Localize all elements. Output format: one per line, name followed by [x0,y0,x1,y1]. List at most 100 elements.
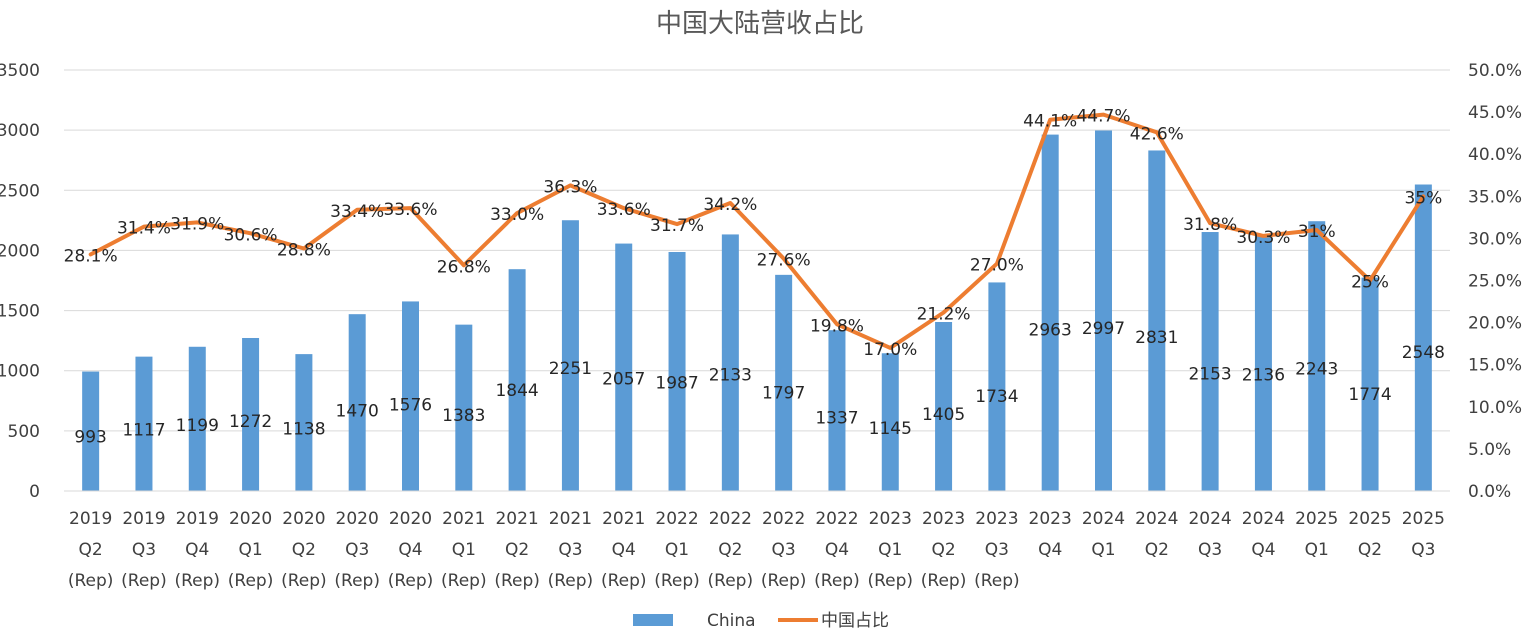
bar [828,330,846,491]
x-axis-tick-label: 2023 [869,509,912,529]
x-axis-tick-label: (Rep) [281,571,327,591]
left-axis: 0 500 1000 1500 2000 2500 3000 3500 [0,61,40,502]
line-data-label: 33.4% [330,202,384,222]
chart-title: 中国大陆营收占比 [656,9,864,39]
x-axis-tick-label: Q2 [718,540,742,560]
bar [295,354,313,491]
bar-data-label: 2153 [1188,364,1231,384]
line-data-label: 31.8% [1183,215,1237,235]
bar-data-labels: 993 1117 1199 1272 1138 1470 1576 1383 1844 2251 2… [74,319,1445,447]
x-axis-tick-label: 2025 [1402,509,1445,529]
x-axis-tick-label: (Rep) [548,571,594,591]
x-axis-tick-label: 2021 [442,509,485,529]
bar [82,371,100,491]
bar-data-label: 1470 [336,401,379,421]
x-axis-tick-label: (Rep) [334,571,380,591]
x-axis-tick-label: (Rep) [761,571,807,591]
x-axis-tick-label: Q3 [1411,540,1435,560]
line-data-label: 33.6% [383,200,437,220]
bar-data-label: 2997 [1082,319,1125,339]
bar-data-label: 1145 [869,419,912,439]
x-axis-tick-label: Q3 [345,540,369,560]
x-axis-tick-label: (Rep) [68,571,114,591]
right-axis-tick-label: 15.0% [1468,356,1522,376]
right-axis: 0.0% 5.0% 10.0% 15.0% 20.0% 25.0% 30.0% 35.0% 40… [1468,61,1522,502]
right-axis-tick-label: 10.0% [1468,398,1522,418]
x-axis-tick-label: (Rep) [974,571,1020,591]
line-data-label: 19.8% [810,316,864,336]
bar-data-label: 2136 [1242,365,1285,385]
x-axis-tick-label: 2025 [1348,509,1391,529]
legend: China 中国占比 [633,611,889,631]
bar-data-label: 1138 [282,419,325,439]
x-axis-tick-label: 2023 [922,509,965,529]
bar-data-label: 1117 [122,421,165,441]
bar-data-label: 1272 [229,412,272,432]
line-data-label: 27.6% [757,251,811,271]
bar-data-label: 1405 [922,405,965,425]
line-data-label: 28.1% [64,246,118,266]
bar [615,243,633,491]
x-axis-tick-label: Q1 [452,540,476,560]
x-axis-tick-label: Q1 [1091,540,1115,560]
x-axis-tick-label: (Rep) [121,571,167,591]
bar [775,274,793,491]
line-data-label: 34.2% [703,195,757,215]
bar-data-label: 2251 [549,359,592,379]
left-axis-tick-label: 500 [8,422,40,442]
bar-data-label: 1987 [655,373,698,393]
line-series [88,112,1426,350]
bar [402,301,419,491]
x-axis-tick-label: 2024 [1082,509,1125,529]
x-axis-tick-label: Q3 [772,540,796,560]
line-data-label: 26.8% [437,257,491,277]
gridlines [64,69,1450,492]
line-path [88,112,1426,350]
bar [935,321,953,491]
bar-data-label: 2831 [1135,328,1178,348]
x-axis-tick-label: 2020 [389,509,432,529]
x-axis-tick-label: Q1 [238,540,262,560]
x-axis-tick-label: 2022 [655,509,698,529]
bar-data-label: 2548 [1402,343,1445,363]
x-axis-tick-label: (Rep) [654,571,700,591]
x-axis-tick-label: (Rep) [867,571,913,591]
x-axis-tick-label: Q4 [1251,540,1275,560]
bar-data-label: 2133 [709,366,752,386]
left-axis-tick-label: 1500 [0,302,40,322]
bar [561,220,579,491]
left-axis-tick-label: 0 [29,482,40,502]
bar [1148,150,1166,492]
line-data-label: 27.0% [970,256,1024,276]
right-axis-tick-label: 30.0% [1468,229,1522,249]
bar-data-label: 1337 [815,409,858,429]
bar [1361,277,1379,491]
bar [1041,134,1059,491]
x-axis-tick-label: (Rep) [494,571,540,591]
x-axis-tick-label: Q2 [1145,540,1169,560]
x-axis-tick-label: (Rep) [814,571,860,591]
bar [721,234,739,491]
x-axis-tick-label: 2019 [176,509,219,529]
line-data-label: 25% [1351,273,1389,293]
line-data-label: 44.1% [1023,112,1077,132]
x-axis-tick-label: Q2 [931,540,955,560]
left-axis-tick-label: 2500 [0,181,40,201]
bar [1414,184,1432,491]
x-axis-tick-label: 2024 [1188,509,1231,529]
line-data-label: 42.6% [1130,124,1184,144]
x-axis-tick-label: 2021 [495,509,538,529]
left-axis-tick-label: 3500 [0,61,40,81]
bar-data-label: 1797 [762,384,805,404]
bar [508,269,526,491]
line-data-label: 31.9% [170,214,224,234]
line-data-label: 28.8% [277,241,331,261]
x-axis-tick-label: Q1 [878,540,902,560]
bar-data-label: 2243 [1295,360,1338,380]
legend-swatch-bar [633,614,673,626]
x-axis-tick-label: 2024 [1242,509,1285,529]
x-axis-tick-label: Q2 [292,540,316,560]
bar-data-label: 1576 [389,396,432,416]
line-data-label: 21.2% [917,304,971,324]
